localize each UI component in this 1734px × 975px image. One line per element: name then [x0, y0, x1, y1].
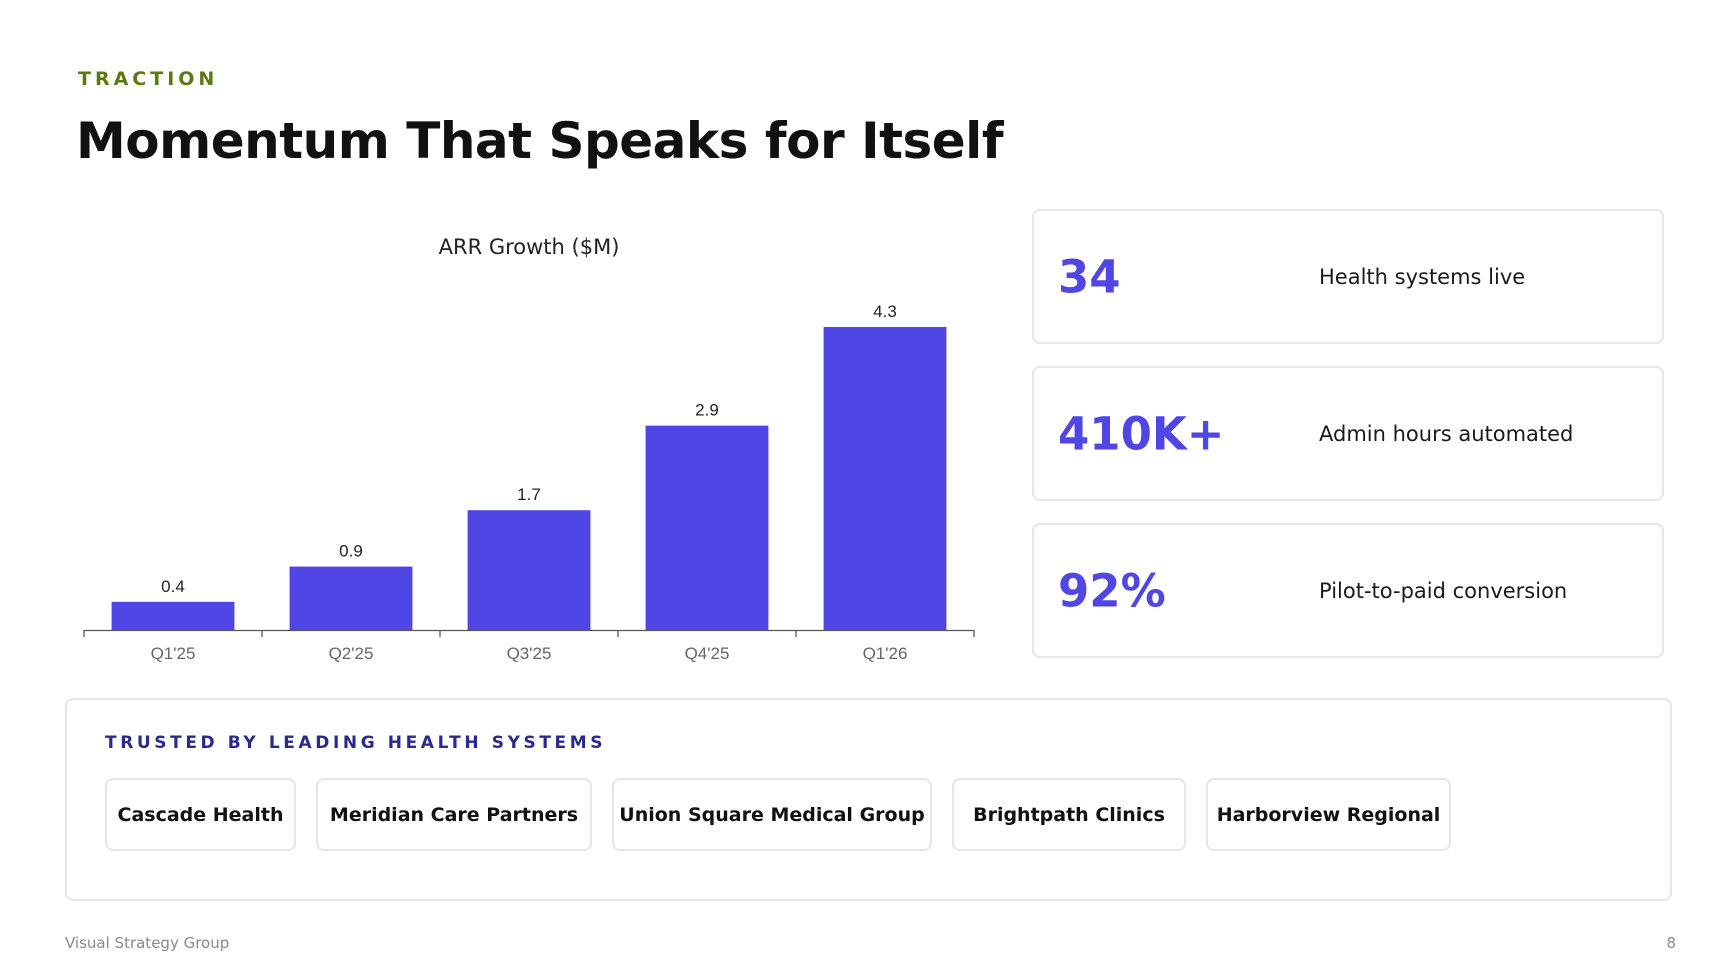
stat-value: 92%	[1058, 564, 1166, 617]
bar-q125	[111, 601, 235, 630]
trusted-by-panel: TRUSTED BY LEADING HEALTH SYSTEMS Cascad…	[65, 698, 1672, 901]
page-number: 8	[1666, 934, 1676, 952]
stat-card-admin-hours: 410K+ Admin hours automated	[1032, 366, 1664, 501]
bar-data-label: 0.4	[161, 577, 185, 596]
stat-label: Health systems live	[1319, 264, 1526, 289]
customer-chip-harborview-regional: Harborview Regional	[1206, 778, 1451, 851]
customer-chip-meridian-care-partners: Meridian Care Partners	[316, 778, 592, 851]
x-tick-label: Q3'25	[507, 644, 552, 663]
stat-label: Admin hours automated	[1319, 421, 1574, 446]
bar-data-label: 4.3	[873, 302, 897, 321]
bar-q126	[823, 327, 947, 630]
bar-data-label: 2.9	[695, 401, 719, 420]
x-tick-label: Q2'25	[329, 644, 374, 663]
bar-q225	[289, 566, 413, 630]
customer-logo-row: Cascade Health Meridian Care Partners Un…	[105, 778, 1451, 851]
slide-title: Momentum That Speaks for Itself	[76, 112, 1004, 170]
customer-chip-brightpath-clinics: Brightpath Clinics	[952, 778, 1186, 851]
bar-data-label: 1.7	[517, 485, 541, 504]
chart-title: ARR Growth ($M)	[439, 235, 620, 259]
arr-growth-chart: ARR Growth ($M) 0.4 Q1'25 0.9 Q2'25 1.7 Q3'25 2…	[66, 222, 986, 682]
bar-chart-svg: ARR Growth ($M) 0.4 Q1'25 0.9 Q2'25 1.7 Q3'25 2…	[83, 235, 975, 663]
footer-brand: Visual Strategy Group	[65, 934, 230, 952]
trusted-heading: TRUSTED BY LEADING HEALTH SYSTEMS	[105, 733, 607, 753]
stat-value: 410K+	[1058, 407, 1225, 460]
x-tick-label: Q1'26	[863, 644, 908, 663]
stat-value: 34	[1058, 250, 1121, 303]
bar-data-label: 0.9	[339, 542, 363, 561]
stat-card-conversion: 92% Pilot-to-paid conversion	[1032, 523, 1664, 658]
x-tick-label: Q1'25	[151, 644, 196, 663]
stat-label: Pilot-to-paid conversion	[1319, 578, 1568, 603]
x-tick-label: Q4'25	[685, 644, 730, 663]
customer-chip-cascade-health: Cascade Health	[105, 778, 296, 851]
bar-q425	[645, 425, 769, 630]
stat-card-health-systems: 34 Health systems live	[1032, 209, 1664, 344]
section-eyebrow: TRACTION	[78, 68, 219, 90]
customer-chip-union-square-medical-group: Union Square Medical Group	[612, 778, 932, 851]
bar-q325	[467, 510, 591, 630]
